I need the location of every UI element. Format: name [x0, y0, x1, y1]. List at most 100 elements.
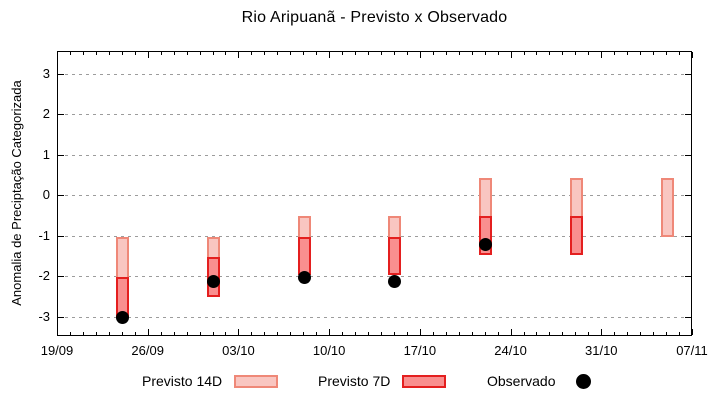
legend-label: Previsto 7D: [318, 373, 391, 389]
legend-swatch-previsto-7d: [402, 374, 447, 388]
y-tick-label: 3: [42, 65, 50, 81]
observado-dot: [116, 311, 130, 325]
x-minor-tick: [212, 332, 214, 335]
x-minor-tick: [160, 332, 162, 335]
x-minor-tick: [160, 52, 162, 55]
y-tick-label: -3: [38, 308, 50, 324]
x-minor-tick: [368, 332, 370, 335]
observado-dot: [207, 274, 220, 288]
x-minor-tick: [471, 332, 473, 335]
x-minor-tick: [82, 52, 84, 55]
x-major-tick: [419, 52, 421, 58]
observado-dot: [388, 274, 402, 288]
x-major-tick: [510, 329, 512, 335]
x-major-tick: [57, 52, 58, 58]
x-minor-tick: [82, 332, 84, 335]
x-minor-tick: [251, 52, 253, 55]
legend-swatch-previsto-14d: [234, 374, 279, 388]
y-tick-left: [58, 235, 64, 237]
x-minor-tick: [277, 332, 279, 335]
x-minor-tick: [523, 52, 525, 55]
x-tick-label: 10/10: [312, 343, 346, 358]
legend-dot-observado: [576, 373, 592, 389]
y-tick-label: 2: [42, 106, 50, 122]
legend-item: Previsto 14D: [142, 372, 279, 390]
x-major-tick: [601, 329, 603, 335]
x-minor-tick: [303, 52, 305, 55]
x-minor-tick: [627, 332, 629, 335]
x-minor-tick: [69, 52, 71, 55]
bar-previsto-7d: [569, 216, 583, 255]
legend-item: Observado: [487, 372, 592, 390]
y-tick-left: [58, 114, 64, 116]
x-minor-tick: [406, 52, 408, 55]
y-tick-left: [58, 195, 64, 197]
chart-title: Rio Aripuanã - Previsto x Observado: [241, 9, 508, 26]
x-minor-tick: [562, 52, 564, 55]
x-minor-tick: [588, 332, 590, 335]
y-tick-right: [685, 73, 691, 75]
x-minor-tick: [380, 332, 382, 335]
x-minor-tick: [134, 52, 136, 55]
x-minor-tick: [199, 332, 201, 335]
y-tick-label: -2: [38, 268, 50, 284]
x-minor-tick: [484, 52, 486, 55]
x-minor-tick: [432, 52, 434, 55]
gridline: [58, 195, 691, 197]
x-minor-tick: [536, 52, 538, 55]
y-tick-left: [58, 316, 64, 318]
x-minor-tick: [95, 52, 97, 55]
x-minor-tick: [393, 52, 395, 55]
x-minor-tick: [445, 52, 447, 55]
x-major-tick: [238, 52, 240, 58]
observado-dot: [297, 270, 311, 284]
x-major-tick: [147, 329, 149, 335]
bar-previsto-7d: [297, 236, 311, 276]
legend-item: Previsto 7D: [318, 372, 447, 390]
gridline: [58, 276, 691, 278]
x-tick-label: 26/09: [131, 343, 164, 358]
y-tick-left: [58, 276, 64, 278]
x-minor-tick: [575, 332, 577, 335]
gridline: [58, 73, 691, 75]
x-minor-tick: [679, 332, 681, 335]
x-minor-tick: [653, 332, 655, 335]
x-minor-tick: [380, 52, 382, 55]
x-tick-label: 19/09: [40, 343, 74, 358]
x-minor-tick: [199, 52, 201, 55]
x-minor-tick: [108, 332, 110, 335]
x-minor-tick: [549, 332, 551, 335]
x-major-tick: [238, 329, 240, 335]
x-minor-tick: [536, 332, 538, 335]
x-minor-tick: [614, 332, 616, 335]
x-tick-label: 07/11: [676, 343, 708, 358]
x-tick-label: 31/10: [585, 343, 618, 358]
gridline: [58, 235, 691, 237]
x-minor-tick: [458, 332, 460, 335]
x-major-tick: [147, 52, 149, 58]
gridline: [58, 154, 691, 156]
bar-previsto-14d: [660, 177, 674, 237]
x-minor-tick: [640, 52, 642, 55]
y-tick-label: 0: [42, 187, 50, 203]
plot-area: [57, 51, 693, 336]
x-tick-label: 17/10: [403, 343, 437, 358]
x-minor-tick: [497, 332, 499, 335]
x-minor-tick: [186, 52, 188, 55]
y-tick-right: [685, 154, 691, 156]
y-tick-label: 1: [42, 146, 50, 162]
legend-label: Observado: [487, 373, 556, 389]
observado-dot: [479, 238, 493, 252]
y-tick-right: [685, 235, 691, 237]
x-minor-tick: [173, 332, 175, 335]
y-tick-right: [685, 195, 691, 197]
x-minor-tick: [277, 52, 279, 55]
x-minor-tick: [614, 52, 616, 55]
x-minor-tick: [303, 332, 305, 335]
x-minor-tick: [316, 52, 318, 55]
x-tick-label: 03/10: [222, 343, 255, 358]
x-minor-tick: [355, 332, 357, 335]
x-minor-tick: [458, 52, 460, 55]
x-minor-tick: [212, 52, 214, 55]
